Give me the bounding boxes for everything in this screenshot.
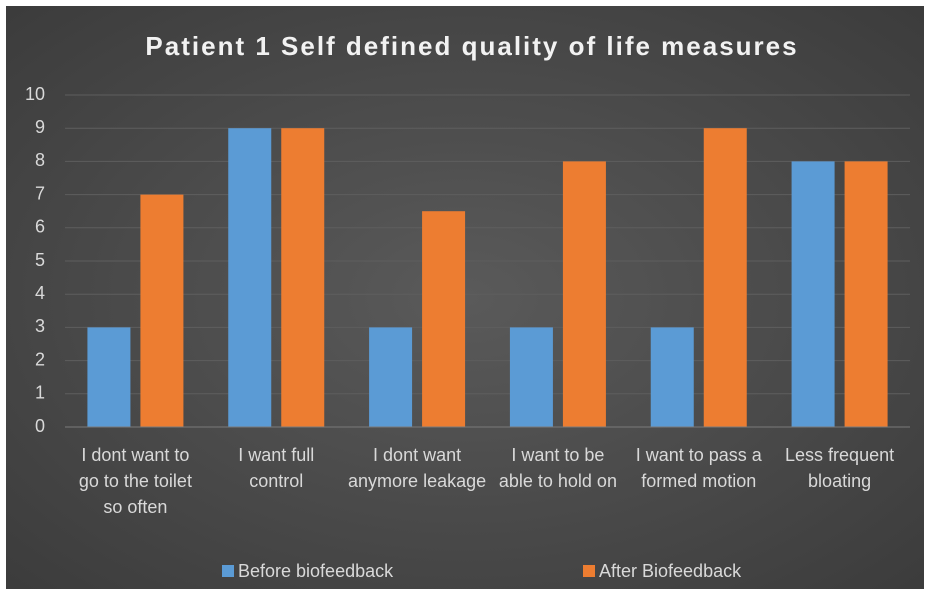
bar bbox=[228, 128, 272, 427]
bar bbox=[281, 128, 325, 427]
y-tick-label: 7 bbox=[35, 183, 45, 203]
y-tick-label: 8 bbox=[35, 150, 45, 170]
y-tick-label: 6 bbox=[35, 217, 45, 237]
y-tick-label: 10 bbox=[25, 84, 45, 104]
legend-swatch bbox=[222, 565, 234, 577]
y-tick-label: 9 bbox=[35, 117, 45, 137]
legend-label: After Biofeedback bbox=[599, 561, 742, 581]
bar bbox=[140, 194, 184, 427]
bar bbox=[369, 327, 413, 427]
bar bbox=[87, 327, 131, 427]
bar bbox=[703, 128, 747, 427]
bar bbox=[791, 161, 835, 427]
legend-label: Before biofeedback bbox=[238, 561, 394, 581]
x-tick-label: I dont want to go to the toilet so often bbox=[79, 445, 192, 517]
bar bbox=[509, 327, 553, 427]
bar bbox=[650, 327, 694, 427]
x-tick-label: I dont want anymore leakage bbox=[348, 445, 486, 491]
bar bbox=[844, 161, 888, 427]
y-tick-label: 2 bbox=[35, 349, 45, 369]
y-tick-label: 3 bbox=[35, 316, 45, 336]
y-tick-label: 1 bbox=[35, 383, 45, 403]
x-tick-label: I want to be able to hold on bbox=[499, 445, 617, 491]
x-tick-label: I want to pass a formed motion bbox=[636, 445, 763, 491]
x-tick-label: I want full control bbox=[238, 445, 314, 491]
legend-swatch bbox=[583, 565, 595, 577]
y-tick-label: 5 bbox=[35, 250, 45, 270]
chart-title: Patient 1 Self defined quality of life m… bbox=[145, 31, 798, 61]
bar bbox=[562, 161, 606, 427]
x-tick-label: Less frequent bloating bbox=[785, 445, 894, 491]
y-tick-label: 0 bbox=[35, 416, 45, 436]
bar bbox=[422, 211, 466, 427]
y-tick-label: 4 bbox=[35, 283, 45, 303]
